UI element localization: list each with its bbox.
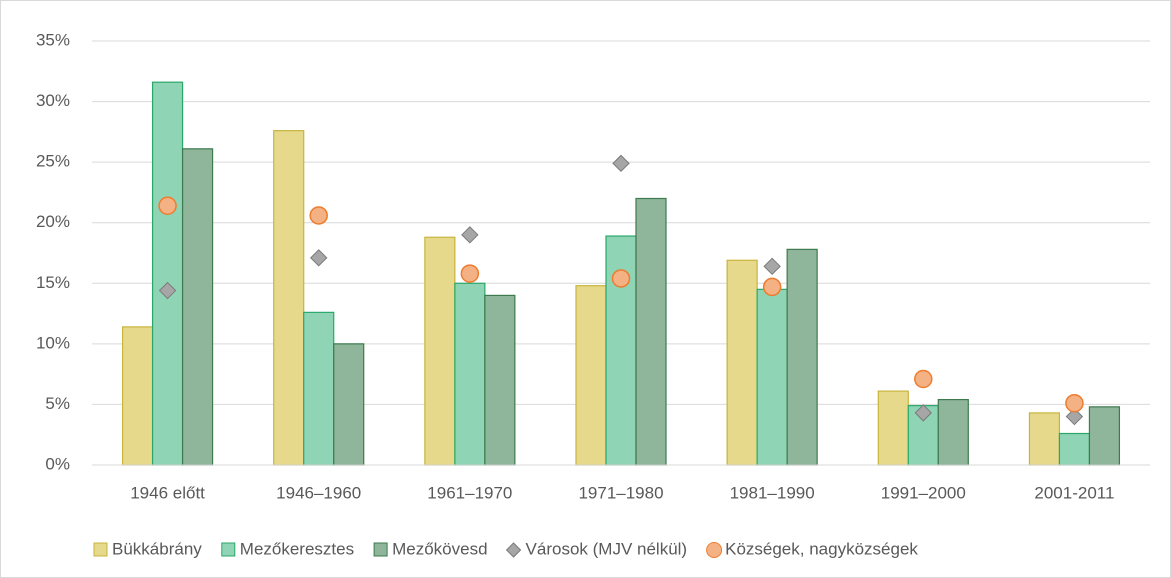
y-tick-label: 35%: [36, 30, 70, 49]
legend-swatch: [706, 542, 723, 558]
x-tick-label: 1981–1990: [730, 483, 815, 502]
x-tick-label: 2001-2011: [1034, 483, 1114, 502]
bar: [786, 248, 818, 466]
diamond-marker: [158, 281, 177, 300]
y-tick-label: 25%: [36, 152, 70, 171]
bar: [937, 398, 969, 466]
y-tick-label: 10%: [36, 333, 70, 352]
y-tick-label: 30%: [36, 91, 70, 110]
bar: [726, 259, 758, 466]
y-tick-label: 20%: [36, 212, 70, 231]
x-tick-label: 1946 előtt: [130, 483, 205, 502]
bar: [303, 311, 335, 466]
legend-label: Községek, nagyközségek: [725, 539, 918, 558]
bar: [575, 285, 607, 466]
circle-marker: [914, 369, 933, 389]
y-tick-label: 0%: [45, 454, 70, 473]
x-tick-label: 1971–1980: [578, 483, 663, 502]
legend-label: Városok (MJV nélkül): [526, 539, 688, 558]
diamond-marker: [1065, 407, 1084, 426]
diamond-marker: [612, 154, 630, 173]
circle-marker: [158, 196, 177, 216]
x-tick-label: 1946–1960: [276, 483, 361, 502]
y-tick-label: 15%: [36, 273, 70, 292]
legend-label: Mezőkeresztes: [240, 539, 354, 558]
circle-marker: [309, 206, 328, 225]
bar: [424, 236, 456, 466]
legend-swatch: [505, 542, 522, 558]
y-tick-label: 5%: [45, 394, 70, 413]
diamond-marker: [914, 404, 932, 422]
bar: [151, 81, 184, 466]
bar: [1088, 406, 1121, 466]
x-tick-label: 1961–1970: [427, 483, 512, 502]
bar: [273, 130, 305, 466]
circle-marker: [460, 264, 480, 283]
diamond-marker: [763, 257, 781, 276]
bar: [181, 148, 214, 466]
legend-label: Mezőkövesd: [392, 539, 487, 558]
bar: [756, 288, 788, 466]
circle-marker: [611, 269, 631, 288]
diamond-marker: [310, 249, 328, 267]
legend-swatch: [373, 542, 388, 557]
bar: [635, 197, 667, 466]
diamond-marker: [461, 226, 479, 244]
bar: [877, 390, 909, 466]
bar: [333, 343, 365, 466]
bar: [121, 326, 154, 466]
bar: [1058, 432, 1091, 466]
bar: [1028, 412, 1061, 466]
legend-swatch: [221, 542, 236, 557]
legend-swatch: [93, 542, 108, 557]
legend-label: Bükkábrány: [112, 539, 202, 558]
circle-marker: [762, 277, 782, 297]
bar: [454, 282, 486, 466]
bar: [484, 294, 516, 466]
x-tick-label: 1991–2000: [881, 483, 966, 502]
circle-marker: [1065, 393, 1084, 413]
